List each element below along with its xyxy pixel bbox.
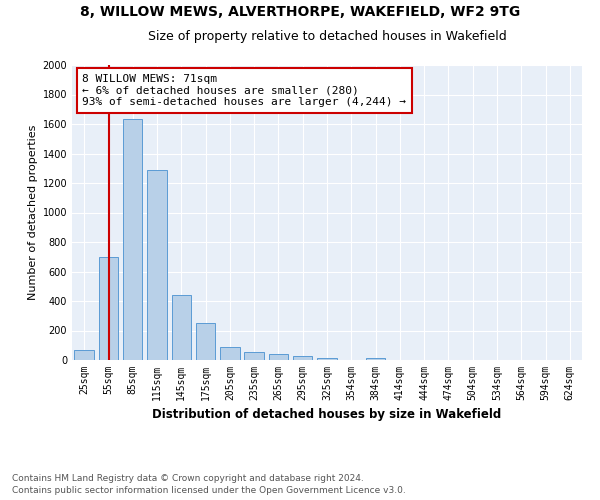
Bar — [244, 352, 264, 360]
X-axis label: Distribution of detached houses by size in Wakefield: Distribution of detached houses by size … — [152, 408, 502, 422]
Bar — [293, 356, 313, 360]
Bar — [99, 258, 118, 360]
Bar — [220, 346, 239, 360]
Text: Contains HM Land Registry data © Crown copyright and database right 2024.
Contai: Contains HM Land Registry data © Crown c… — [12, 474, 406, 495]
Bar — [74, 350, 94, 360]
Bar — [317, 358, 337, 360]
Y-axis label: Number of detached properties: Number of detached properties — [28, 125, 38, 300]
Bar — [123, 119, 142, 360]
Text: 8, WILLOW MEWS, ALVERTHORPE, WAKEFIELD, WF2 9TG: 8, WILLOW MEWS, ALVERTHORPE, WAKEFIELD, … — [80, 5, 520, 19]
Bar — [269, 354, 288, 360]
Bar — [196, 323, 215, 360]
Bar — [366, 358, 385, 360]
Bar — [147, 170, 167, 360]
Text: 8 WILLOW MEWS: 71sqm
← 6% of detached houses are smaller (280)
93% of semi-detac: 8 WILLOW MEWS: 71sqm ← 6% of detached ho… — [82, 74, 406, 107]
Bar — [172, 295, 191, 360]
Title: Size of property relative to detached houses in Wakefield: Size of property relative to detached ho… — [148, 30, 506, 43]
